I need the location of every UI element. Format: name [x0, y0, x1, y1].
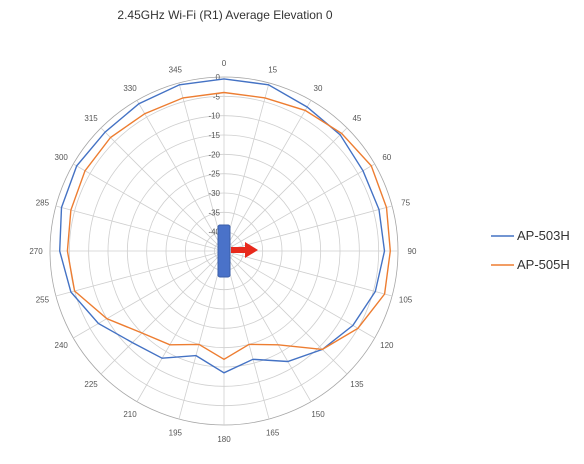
radial-tick-label: -15 [208, 131, 220, 140]
angle-tick-label: 315 [84, 114, 98, 123]
angle-tick-label: 240 [55, 341, 69, 350]
angle-tick-label: 150 [311, 410, 325, 419]
angle-tick-label: 195 [169, 429, 183, 438]
chart-title: 2.45GHz Wi-Fi (R1) Average Elevation 0 [117, 8, 333, 22]
radial-tick-label: -40 [208, 228, 220, 237]
grid-spoke [223, 127, 348, 252]
angle-tick-label: 30 [314, 84, 323, 93]
radial-tick-label: -25 [208, 170, 220, 179]
grid-spoke [55, 205, 225, 252]
radial-tick-label: -5 [213, 92, 221, 101]
angle-tick-label: 285 [36, 198, 50, 207]
grid-spoke [73, 163, 225, 252]
angle-tick-label: 90 [408, 247, 417, 256]
angle-tick-label: 75 [401, 198, 410, 207]
angle-tick-label: 270 [29, 247, 43, 256]
angle-tick-label: 225 [84, 380, 98, 389]
angle-tick-label: 105 [399, 296, 413, 305]
series-lines [58, 78, 392, 374]
angle-tick-label: 120 [380, 341, 394, 350]
legend: AP-503H AP-505H [491, 228, 570, 272]
radial-tick-label: -35 [208, 208, 220, 217]
radial-tick-label: -30 [208, 189, 220, 198]
angle-tick-label: 300 [55, 153, 69, 162]
angle-tick-label: 330 [123, 84, 137, 93]
grid-spoke [100, 127, 225, 252]
grid-spoke [136, 100, 225, 252]
angle-tick-label: 210 [123, 410, 137, 419]
angle-tick-label: 165 [266, 429, 280, 438]
angle-tick-label: 45 [352, 114, 361, 123]
radial-tick-label: -20 [208, 150, 220, 159]
legend-label-ap503h: AP-503H [517, 228, 570, 243]
polar-grid [49, 76, 399, 426]
grid-spoke [178, 82, 225, 252]
angle-tick-label: 135 [350, 380, 364, 389]
grid-spoke [136, 250, 225, 402]
angle-tick-label: 345 [169, 65, 183, 74]
series-line-ap503h [58, 78, 386, 374]
radial-tick-label: -10 [208, 112, 220, 121]
grid-spoke [100, 250, 225, 375]
legend-label-ap505h: AP-505H [517, 257, 570, 272]
grid-spoke [223, 100, 312, 252]
device-marker [217, 224, 231, 278]
direction-arrow-icon [231, 242, 258, 258]
radial-tick-label: 0 [216, 73, 221, 82]
angle-tick-label: 60 [382, 153, 391, 162]
axis-labels: 0 15 30 45 60 75 90 105 120 135 150 165 180 195 210 225… [29, 59, 417, 444]
angle-tick-label: 15 [268, 65, 277, 74]
grid-spoke [223, 250, 375, 339]
grid-spoke [178, 250, 225, 420]
grid-spoke [223, 250, 312, 402]
angle-tick-label: 180 [217, 435, 231, 444]
angle-tick-label: 255 [36, 296, 50, 305]
grid-spoke [223, 163, 375, 252]
angle-tick-label: 0 [222, 59, 227, 68]
grid-spoke [223, 250, 348, 375]
grid-spoke [55, 250, 225, 297]
grid-spoke [223, 205, 393, 252]
grid-spoke [223, 250, 393, 297]
grid-spoke [223, 82, 270, 252]
grid-spoke [223, 250, 270, 420]
series-line-ap505h [66, 91, 392, 361]
